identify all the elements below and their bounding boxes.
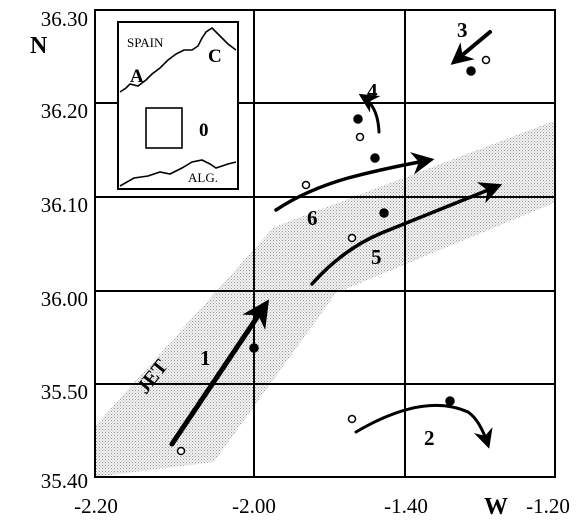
start-marker <box>481 55 491 65</box>
coastline-algeria <box>119 159 237 187</box>
trajectory-2-path <box>354 403 493 449</box>
end-marker <box>249 343 259 353</box>
trajectory-4-path <box>358 93 381 134</box>
trajectory-1-path <box>169 299 270 447</box>
lat-tick: 35.40 <box>41 469 88 493</box>
inset-label-a: A <box>130 66 144 87</box>
inset-label-alg: ALG. <box>188 170 218 185</box>
trajectory-label-2: 2 <box>424 426 435 450</box>
start-marker <box>301 180 311 190</box>
trajectory-6-path <box>274 152 435 212</box>
start-marker <box>176 446 186 456</box>
inset-label-c: C <box>208 46 222 67</box>
latitude-tick-labels: 36.30 36.20 36.10 36.00 35.50 35.40 <box>41 7 88 493</box>
lon-tick: -2.00 <box>232 494 276 518</box>
trajectory-label-1: 1 <box>200 346 211 370</box>
lon-tick: -1.40 <box>384 494 428 518</box>
inset-label-spain: SPAIN <box>127 35 164 50</box>
lat-tick: 36.20 <box>41 99 88 123</box>
trajectories <box>169 30 503 449</box>
start-marker <box>347 233 357 243</box>
lon-tick: -2.20 <box>74 494 118 518</box>
coastline-spain <box>119 26 237 93</box>
trajectory-markers <box>176 55 491 456</box>
end-marker <box>353 114 363 124</box>
trajectory-label-5: 5 <box>371 245 382 269</box>
start-marker <box>347 414 357 424</box>
end-marker <box>370 153 380 163</box>
latitude-axis-letter: N <box>30 33 48 59</box>
trajectory-label-4: 4 <box>367 79 378 103</box>
trajectory-3-path <box>450 30 492 65</box>
lat-tick: 36.30 <box>41 7 88 31</box>
trajectory-5-path <box>310 182 503 286</box>
lat-tick: 36.10 <box>41 193 88 217</box>
end-marker <box>466 66 476 76</box>
inset-map: SPAIN A C 0 ALG. <box>117 21 239 190</box>
longitude-axis-letter: W <box>484 494 508 520</box>
inset-label-zero: 0 <box>199 120 209 141</box>
inset-study-area <box>145 107 183 149</box>
lat-tick: 35.50 <box>41 380 88 404</box>
trajectory-label-3: 3 <box>457 18 468 42</box>
end-marker <box>445 396 455 406</box>
longitude-tick-labels: -2.20 -2.00 -1.40 -1.20 <box>74 494 570 518</box>
trajectory-label-6: 6 <box>307 206 318 230</box>
start-marker <box>355 132 365 142</box>
end-marker <box>379 208 389 218</box>
lon-tick: -1.20 <box>526 494 570 518</box>
lat-tick: 36.00 <box>41 287 88 311</box>
